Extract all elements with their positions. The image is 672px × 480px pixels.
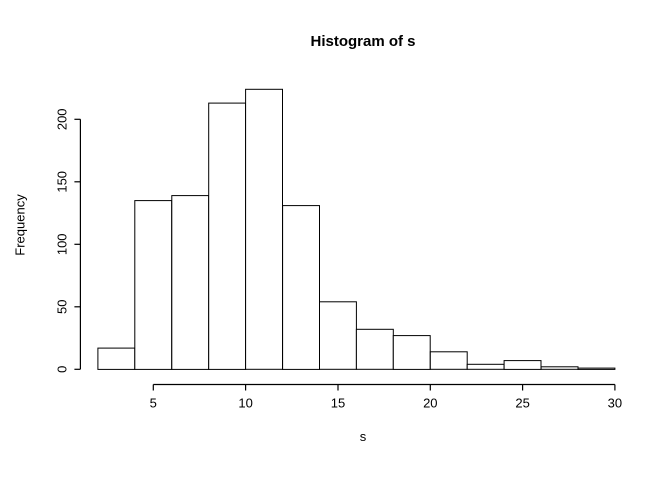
y-tick-label: 150	[55, 171, 70, 193]
histogram-bar	[466, 363, 505, 370]
histogram-bar	[171, 195, 210, 370]
y-tick-label: 50	[55, 300, 70, 314]
x-tick-label: 30	[608, 396, 622, 411]
histogram-bar	[208, 102, 247, 370]
histogram-bar	[134, 200, 173, 370]
histogram-bar	[429, 351, 468, 370]
y-tick-label: 0	[55, 366, 70, 373]
x-tick-label: 5	[150, 396, 157, 411]
y-tick-label: 100	[55, 233, 70, 255]
histogram-bar	[282, 205, 321, 370]
x-tick-label: 10	[238, 396, 252, 411]
x-tick-label: 15	[331, 396, 345, 411]
x-tick-label: 20	[423, 396, 437, 411]
histogram-bar	[503, 360, 542, 370]
histogram-bar	[392, 335, 431, 370]
histogram-bar	[540, 366, 579, 370]
chart-title: Histogram of s	[310, 33, 416, 50]
histogram-bar	[245, 88, 284, 370]
histogram-bar	[97, 347, 136, 370]
x-tick-label: 25	[515, 396, 529, 411]
x-axis-label: s	[359, 429, 367, 444]
histogram-bar	[319, 301, 357, 370]
y-tick-label: 200	[55, 108, 70, 130]
histogram-bar	[577, 367, 616, 370]
histogram-bar	[355, 328, 394, 370]
